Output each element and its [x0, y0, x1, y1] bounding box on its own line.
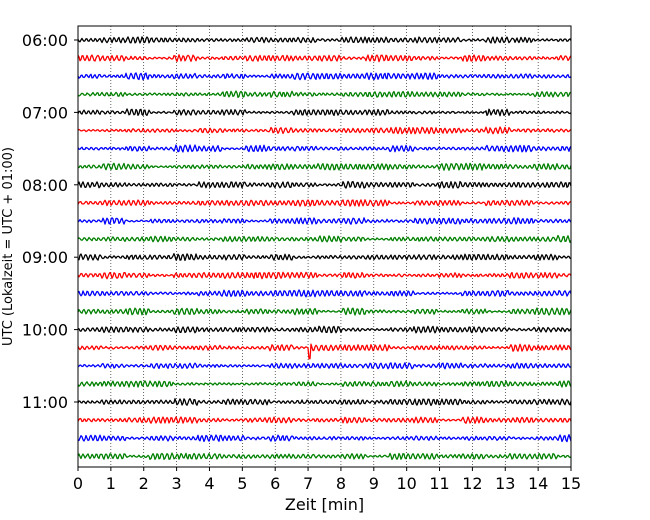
- x-tick-label: 6: [270, 474, 280, 493]
- trace-line-07:15: [77, 126, 572, 135]
- y-tick-label: 07:00: [22, 103, 68, 122]
- x-tick-label: 0: [73, 474, 83, 493]
- x-tick-label: 15: [561, 474, 581, 493]
- trace-line-07:45: [78, 162, 572, 171]
- y-tick-label: 08:00: [22, 176, 68, 195]
- trace-line-09:15: [77, 271, 572, 280]
- y-tick-label: 06:00: [22, 31, 68, 50]
- x-tick-label: 14: [528, 474, 548, 493]
- y-axis: 06:00 07:00 08:00 09:00 10:00 11:00: [22, 31, 78, 412]
- y-tick-label: 10:00: [22, 321, 68, 340]
- x-tick-label: 12: [462, 474, 482, 493]
- trace-line-06:00: [77, 36, 572, 44]
- trace-line-11:00: [77, 398, 572, 407]
- trace-line-07:00: [77, 108, 572, 117]
- x-tick-label: 8: [336, 474, 346, 493]
- trace-line-06:15: [77, 54, 572, 63]
- x-tick-label: 13: [495, 474, 515, 493]
- x-axis: 0 1 2 3 4 5 6 7 8 9 10 11 12 13 14 15: [73, 467, 581, 493]
- x-tick-label: 4: [204, 474, 214, 493]
- trace-line-10:15: [77, 343, 572, 360]
- trace-line-11:30: [77, 434, 572, 443]
- x-tick-label: 5: [237, 474, 247, 493]
- trace-line-11:15: [77, 416, 572, 424]
- trace-line-09:45: [77, 307, 572, 316]
- trace-line-08:30: [77, 217, 572, 225]
- trace-line-06:45: [77, 90, 572, 99]
- trace-line-09:00: [77, 253, 572, 262]
- trace-line-10:45: [77, 380, 572, 388]
- trace-line-08:45: [77, 234, 572, 243]
- y-axis-label: UTC (Lokalzeit = UTC + 01:00): [1, 147, 16, 346]
- trace-line-08:15: [77, 199, 572, 207]
- trace-line-10:00: [77, 325, 572, 334]
- x-tick-label: 3: [172, 474, 182, 493]
- trace-line-08:00: [77, 180, 572, 189]
- trace-line-09:30: [77, 289, 572, 298]
- trace-line-06:30: [77, 72, 572, 81]
- x-tick-label: 10: [396, 474, 416, 493]
- trace-group: [77, 36, 572, 461]
- trace-line-07:30: [77, 144, 572, 153]
- x-tick-label: 7: [303, 474, 313, 493]
- y-tick-label: 09:00: [22, 248, 68, 267]
- x-tick-label: 11: [429, 474, 449, 493]
- x-tick-label: 9: [369, 474, 379, 493]
- trace-line-10:30: [77, 362, 572, 370]
- x-tick-label: 2: [139, 474, 149, 493]
- x-tick-label: 1: [106, 474, 116, 493]
- plot-frame: [77, 25, 572, 468]
- y-tick-label: 11:00: [22, 393, 68, 412]
- trace-line-11:45: [77, 452, 572, 461]
- x-axis-label: Zeit [min]: [285, 495, 364, 514]
